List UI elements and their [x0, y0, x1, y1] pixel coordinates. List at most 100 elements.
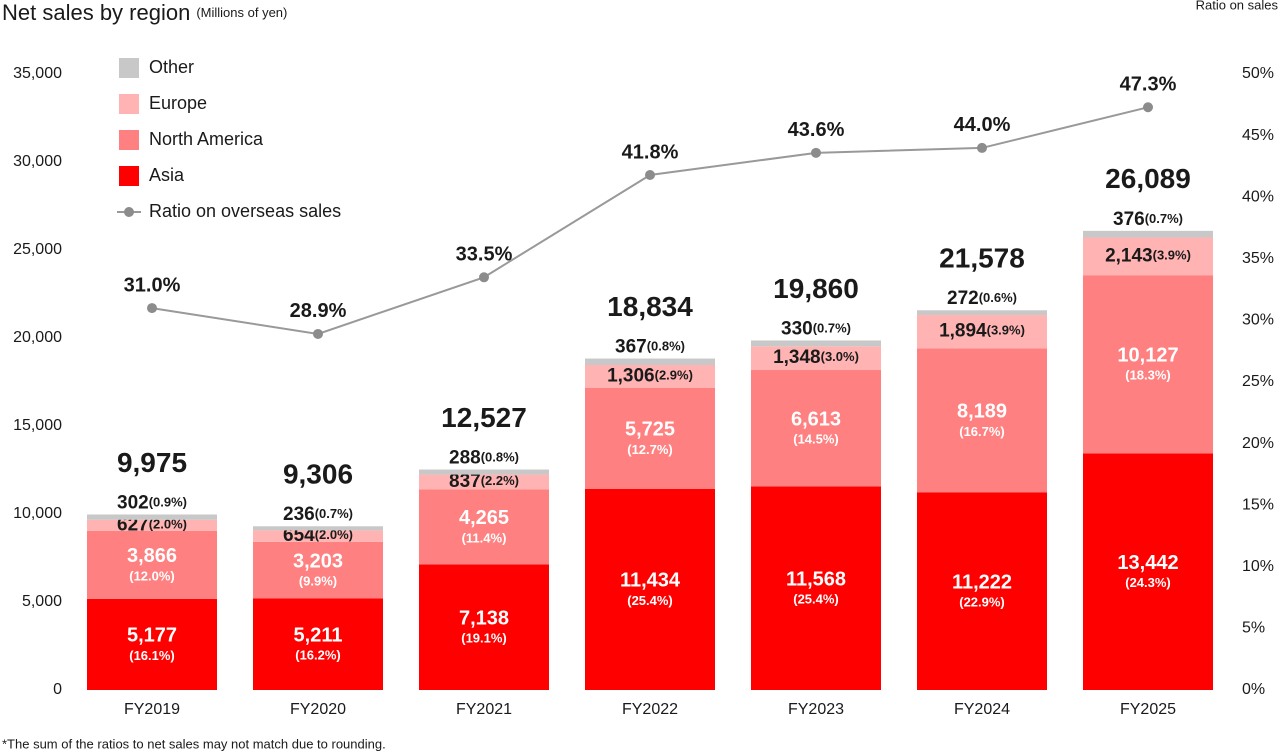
- share-label: (16.1%): [129, 648, 175, 663]
- legend-swatch: [119, 58, 139, 78]
- chart-title: Net sales by region: [2, 0, 190, 25]
- line-label: 41.8%: [622, 141, 679, 163]
- y-tick-label: 20,000: [13, 329, 62, 346]
- share-label: (2.9%): [655, 368, 693, 383]
- y-tick-label: 35,000: [13, 65, 62, 82]
- bar-segment: [585, 365, 715, 389]
- share-label: (19.1%): [461, 631, 507, 646]
- share-label: (2.0%): [149, 517, 187, 532]
- bar-segment: [751, 370, 881, 487]
- value-label: 330: [781, 318, 813, 339]
- legend-marker: [124, 207, 134, 217]
- bar-segment: [1083, 453, 1213, 690]
- value-label: 11,222: [952, 572, 1012, 594]
- share-label: (25.4%): [793, 592, 839, 607]
- line-label: 33.5%: [456, 244, 513, 266]
- value-label: 11,434: [620, 570, 681, 592]
- line-point: [313, 328, 323, 339]
- legend-label: North America: [149, 129, 264, 149]
- value-label: 13,442: [1117, 552, 1178, 574]
- value-label: 236: [283, 504, 315, 525]
- value-label: 6,613: [791, 408, 841, 430]
- bar-segment: [585, 488, 715, 690]
- y2-tick-label: 20%: [1242, 435, 1274, 452]
- y2-tick-label: 45%: [1242, 127, 1274, 144]
- value-label: 1,894: [939, 321, 987, 342]
- line-label: 31.0%: [124, 274, 181, 296]
- y2-tick-label: 25%: [1242, 373, 1274, 390]
- value-label: 302(0.9%): [117, 493, 187, 514]
- value-label: 376: [1113, 209, 1145, 230]
- value-label: 1,894(3.9%): [939, 321, 1025, 342]
- bar-segment: [751, 486, 881, 690]
- footnote: *The sum of the ratios to net sales may …: [2, 736, 386, 751]
- x-tick-label: FY2019: [124, 701, 180, 718]
- share-label: (0.8%): [481, 450, 519, 465]
- total-label: 26,089: [1105, 163, 1191, 194]
- total-label: 9,306: [283, 459, 353, 490]
- value-label: 1,306: [607, 366, 655, 387]
- value-label: 272: [947, 288, 979, 309]
- bar-segment: [87, 530, 217, 599]
- bar-segment: [1083, 237, 1213, 276]
- share-label: (0.7%): [1145, 211, 1183, 226]
- share-label: (12.0%): [129, 568, 175, 583]
- value-label: 367(0.8%): [615, 337, 685, 358]
- share-label: (0.7%): [315, 507, 353, 522]
- value-label: 330(0.7%): [781, 318, 851, 339]
- line-point: [977, 142, 987, 153]
- bar-segment: [253, 530, 383, 542]
- share-label: (18.3%): [1125, 368, 1171, 383]
- value-label: 2,143(3.9%): [1105, 245, 1191, 266]
- value-label: 288: [449, 448, 481, 469]
- bar-segment: [87, 514, 217, 520]
- value-label: 302: [117, 493, 149, 514]
- y2-tick-label: 5%: [1242, 620, 1265, 637]
- value-label: 7,138: [459, 607, 509, 629]
- value-label: 8,189: [957, 401, 1007, 423]
- share-label: (22.9%): [959, 595, 1005, 610]
- value-label: 1,348(3.0%): [773, 347, 859, 368]
- share-label: (16.7%): [959, 424, 1005, 439]
- share-label: (3.9%): [987, 323, 1025, 338]
- value-label: 236(0.7%): [283, 504, 353, 525]
- total-label: 19,860: [773, 273, 859, 304]
- y2-tick-label: 40%: [1242, 188, 1274, 205]
- share-label: (3.0%): [821, 350, 859, 365]
- line-label: 47.3%: [1120, 74, 1177, 96]
- chart-subtitle: (Millions of yen): [196, 5, 287, 20]
- value-label: 5,211: [294, 624, 343, 646]
- bar-segment: [1083, 275, 1213, 454]
- value-label: 11,568: [786, 568, 846, 590]
- value-label: 272(0.6%): [947, 288, 1017, 309]
- bar-segment: [917, 315, 1047, 349]
- value-label: 288(0.8%): [449, 448, 519, 469]
- total-label: 9,975: [117, 447, 187, 478]
- share-label: (2.0%): [315, 528, 353, 543]
- x-tick-label: FY2023: [788, 701, 844, 718]
- line-label: 28.9%: [290, 300, 347, 322]
- line-label: 44.0%: [954, 114, 1011, 136]
- line-label: 43.6%: [788, 119, 845, 141]
- bar-segment: [917, 492, 1047, 690]
- legend-swatch: [119, 94, 139, 114]
- bar-segment: [419, 469, 549, 475]
- y2-tick-label: 10%: [1242, 558, 1274, 575]
- x-tick-label: FY2024: [954, 701, 1010, 718]
- bar-segment: [419, 489, 549, 565]
- chart-title: Net sales by region (Millions of yen): [2, 0, 287, 25]
- value-label: 654: [283, 525, 315, 546]
- legend-label: Other: [149, 57, 194, 77]
- share-label: (12.7%): [627, 442, 673, 457]
- line-point: [1143, 102, 1153, 113]
- share-label: (16.2%): [295, 648, 341, 663]
- legend-swatch: [119, 166, 139, 186]
- bar-segment: [1083, 230, 1213, 238]
- y-tick-label: 5,000: [22, 593, 62, 610]
- legend-label: Europe: [149, 93, 207, 113]
- value-label: 654(2.0%): [283, 525, 353, 546]
- value-label: 5,725: [625, 419, 675, 441]
- value-label: 3,866: [127, 545, 177, 567]
